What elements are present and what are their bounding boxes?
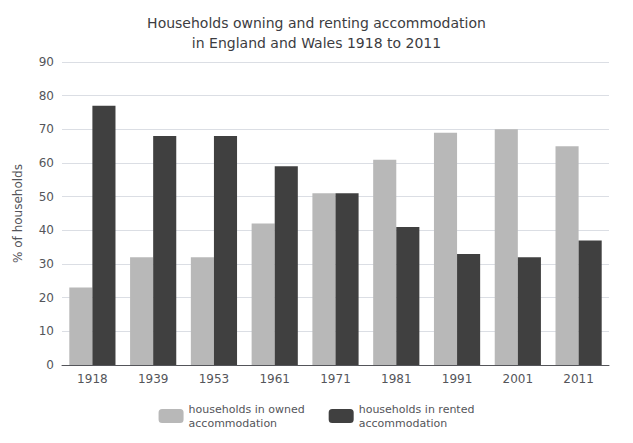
svg-text:in England and Wales 1918 to 2: in England and Wales 1918 to 2011 bbox=[192, 35, 441, 51]
svg-text:households in owned: households in owned bbox=[189, 403, 305, 416]
svg-text:1939: 1939 bbox=[138, 372, 169, 386]
svg-text:2011: 2011 bbox=[563, 372, 594, 386]
svg-text:1953: 1953 bbox=[199, 372, 230, 386]
svg-text:70: 70 bbox=[39, 122, 54, 136]
svg-text:% of households: % of households bbox=[11, 164, 25, 263]
svg-text:1981: 1981 bbox=[381, 372, 412, 386]
svg-text:1991: 1991 bbox=[442, 372, 473, 386]
svg-text:10: 10 bbox=[39, 324, 54, 338]
svg-text:50: 50 bbox=[39, 190, 54, 204]
svg-text:1961: 1961 bbox=[259, 372, 290, 386]
svg-text:80: 80 bbox=[39, 89, 54, 103]
svg-text:accommodation: accommodation bbox=[189, 417, 278, 430]
svg-text:1971: 1971 bbox=[320, 372, 351, 386]
svg-text:0: 0 bbox=[46, 358, 54, 372]
svg-text:60: 60 bbox=[39, 156, 54, 170]
svg-text:30: 30 bbox=[39, 257, 54, 271]
svg-text:accommodation: accommodation bbox=[359, 417, 448, 430]
svg-text:1918: 1918 bbox=[77, 372, 108, 386]
svg-text:40: 40 bbox=[39, 223, 54, 237]
svg-text:Households owning and renting: Households owning and renting accommodat… bbox=[147, 15, 486, 31]
svg-text:90: 90 bbox=[39, 55, 54, 69]
svg-text:households in rented: households in rented bbox=[359, 403, 475, 416]
svg-text:20: 20 bbox=[39, 291, 54, 305]
svg-text:2001: 2001 bbox=[503, 372, 534, 386]
